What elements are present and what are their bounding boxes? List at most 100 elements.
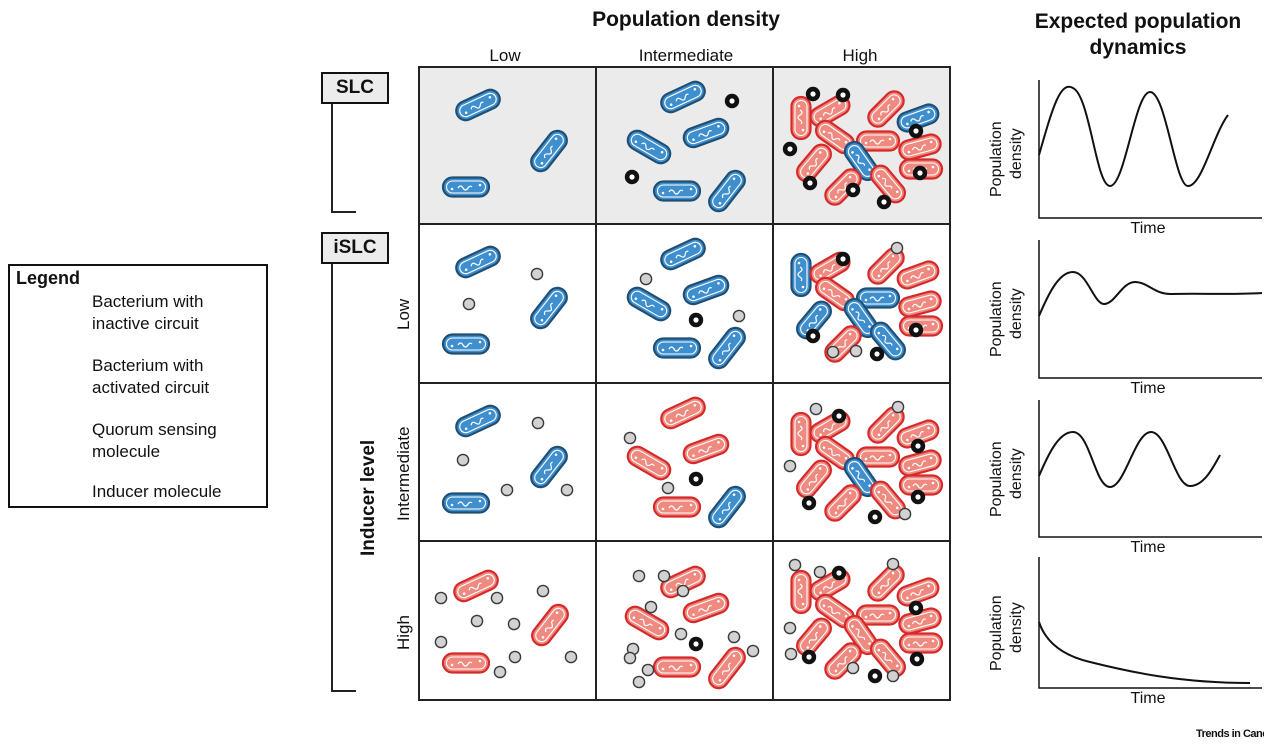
cell-r2-c0 [441, 404, 574, 514]
inducer-molecule [676, 584, 690, 598]
row-label-high: High [394, 615, 413, 650]
islc-bracket [331, 264, 356, 692]
cell-r1-c1 [626, 237, 746, 370]
inducer-molecule [500, 483, 514, 497]
plot-xlabel: Time [1130, 380, 1166, 397]
plot-ylabel-line2: density [1008, 128, 1025, 179]
activated-bacterium [796, 143, 832, 183]
activated-bacterium [855, 446, 901, 468]
plot-axes [1038, 557, 1262, 689]
column-label-high: High [842, 46, 878, 65]
quorum-sensing-molecule-center [840, 256, 846, 262]
inactive-bacterium [843, 297, 879, 339]
quorum-sensing-molecule-center [881, 199, 887, 205]
activated-bacterium [867, 564, 905, 602]
plot-xlabel: Time [1130, 690, 1166, 707]
legend-item-1-line1: Bacterium with [92, 292, 204, 311]
plot-ylabel-line2: density [1008, 288, 1025, 339]
activated-bacterium [870, 164, 906, 204]
inactive-bacterium [660, 80, 706, 114]
plot-axes [1038, 240, 1262, 379]
activated-bacterium [660, 396, 706, 430]
inactive-bacterium [708, 485, 746, 529]
plot-ylabel-line1: Population [988, 594, 1005, 671]
activated-bacterium [453, 569, 499, 603]
quorum-sensing-molecule-center [874, 351, 880, 357]
quorum-sensing-molecule-center [693, 476, 699, 482]
inducer-molecule [536, 584, 550, 598]
column-label-intermediate: Intermediate [638, 46, 734, 65]
inducer-molecule [788, 558, 802, 572]
row-label-low: Low [394, 298, 413, 330]
inducer-molecule [470, 614, 484, 628]
quorum-sensing-molecule-center [810, 91, 816, 97]
slc-bracket [331, 104, 356, 213]
inactive-bacterium [708, 169, 746, 213]
activated-bacterium [796, 459, 832, 499]
inactive-bacterium [530, 445, 568, 489]
quorum-sensing-molecule-center [872, 673, 878, 679]
activated-bacterium [898, 449, 942, 477]
inducer-molecule [560, 483, 574, 497]
inducer-molecule [674, 627, 688, 641]
inducer-molecule [632, 675, 646, 689]
activated-bacterium [652, 656, 702, 678]
cell-r2-c2 [783, 400, 944, 525]
legend-item-4-line1: Inducer molecule [92, 482, 222, 501]
dynamics-plots [1038, 80, 1263, 689]
inducer-molecule [886, 557, 900, 571]
quorum-sensing-molecule-center [787, 146, 793, 152]
quorum-sensing-molecule-center [914, 656, 920, 662]
activated-bacterium [824, 642, 862, 680]
cell-r3-c1 [623, 565, 760, 690]
quorum-sensing-molecule-center [729, 98, 735, 104]
cell-r0-c2 [782, 86, 944, 210]
activated-bacterium [809, 94, 851, 128]
inactive-bacterium [441, 492, 491, 514]
cell-r1-c2 [790, 241, 944, 363]
islc-tag: iSLC [321, 232, 389, 264]
cell-contents [434, 80, 944, 690]
inactive-bacterium [455, 245, 501, 279]
plot-ylabel-line2: density [1008, 447, 1025, 499]
dynamics-title-line2: dynamics [1089, 36, 1187, 59]
legend-item-1-line2: inactive circuit [92, 314, 199, 333]
inactive-bacterium [455, 88, 501, 122]
activated-bacterium [867, 90, 905, 128]
legend-item-3-line1: Quorum sensing [92, 420, 217, 439]
population-density-title: Population density [592, 8, 780, 31]
inducer-molecule [490, 591, 504, 605]
quorum-sensing-molecule-center [806, 500, 812, 506]
row-label-intermediate: Intermediate [394, 426, 413, 522]
quorum-sensing-molecule-center [840, 92, 846, 98]
legend-item-2-line1: Bacterium with [92, 356, 204, 375]
activated-bacterium [796, 617, 832, 657]
inducer-molecule [531, 416, 545, 430]
grid-cell-r2-c0 [418, 382, 597, 542]
legend-title: Legend [16, 268, 81, 288]
inactive-bacterium [790, 252, 812, 298]
slc-tag: SLC [321, 72, 389, 104]
inducer-molecule [732, 309, 746, 323]
inactive-bacterium [796, 300, 832, 340]
inducer-molecule [891, 400, 905, 414]
activated-bacterium [790, 411, 812, 457]
quorum-sensing-molecule-center [915, 443, 921, 449]
cell-r0-c1 [624, 80, 746, 213]
population-curve [1038, 270, 1263, 317]
inactive-bacterium [708, 326, 746, 370]
column-label-low: Low [489, 46, 521, 65]
inducer-molecule [898, 507, 912, 521]
inducer-molecule [809, 402, 823, 416]
inducer-molecule [632, 569, 646, 583]
activated-bacterium [824, 484, 862, 522]
inactive-bacterium [652, 180, 702, 202]
quorum-sensing-molecule-center [913, 327, 919, 333]
cell-r3-c2 [783, 557, 944, 684]
dynamics-title-line1: Expected population [1034, 10, 1242, 33]
plot-axes [1038, 80, 1262, 219]
inducer-level-label: Inducer level [358, 439, 379, 556]
inducer-molecule [493, 665, 507, 679]
legend-box [8, 264, 268, 508]
